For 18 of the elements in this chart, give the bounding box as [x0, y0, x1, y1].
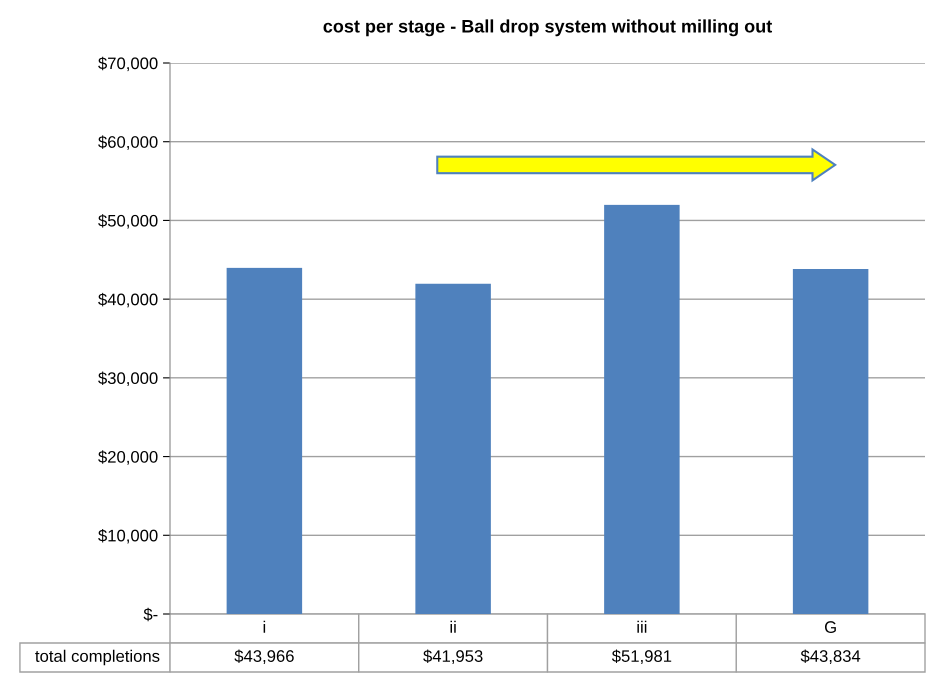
data-label: $41,953 [423, 649, 483, 664]
y-tick-label: $10,000 [98, 528, 158, 544]
x-tick-label: G [824, 621, 836, 633]
x-tick-label: iii [637, 620, 646, 633]
y-tick-label: $50,000 [98, 214, 158, 229]
y-tick-label: $60,000 [98, 135, 158, 150]
data-label: $51,981 [612, 649, 672, 664]
data-label: $43,966 [234, 649, 294, 664]
y-tick-label: $40,000 [98, 292, 158, 308]
data-label: $43,834 [800, 649, 860, 664]
y-tick-label: $70,000 [98, 56, 158, 72]
y-tick-label: $- [144, 608, 158, 622]
text: total completions [35, 650, 160, 666]
x-tick-label: i [264, 620, 266, 633]
x-tick-label: ii [450, 620, 456, 633]
y-tick-label: $30,000 [98, 372, 158, 386]
y-tick-label: $20,000 [98, 450, 158, 465]
chart-title: cost per stage - Ball drop system without milling out [324, 19, 772, 36]
